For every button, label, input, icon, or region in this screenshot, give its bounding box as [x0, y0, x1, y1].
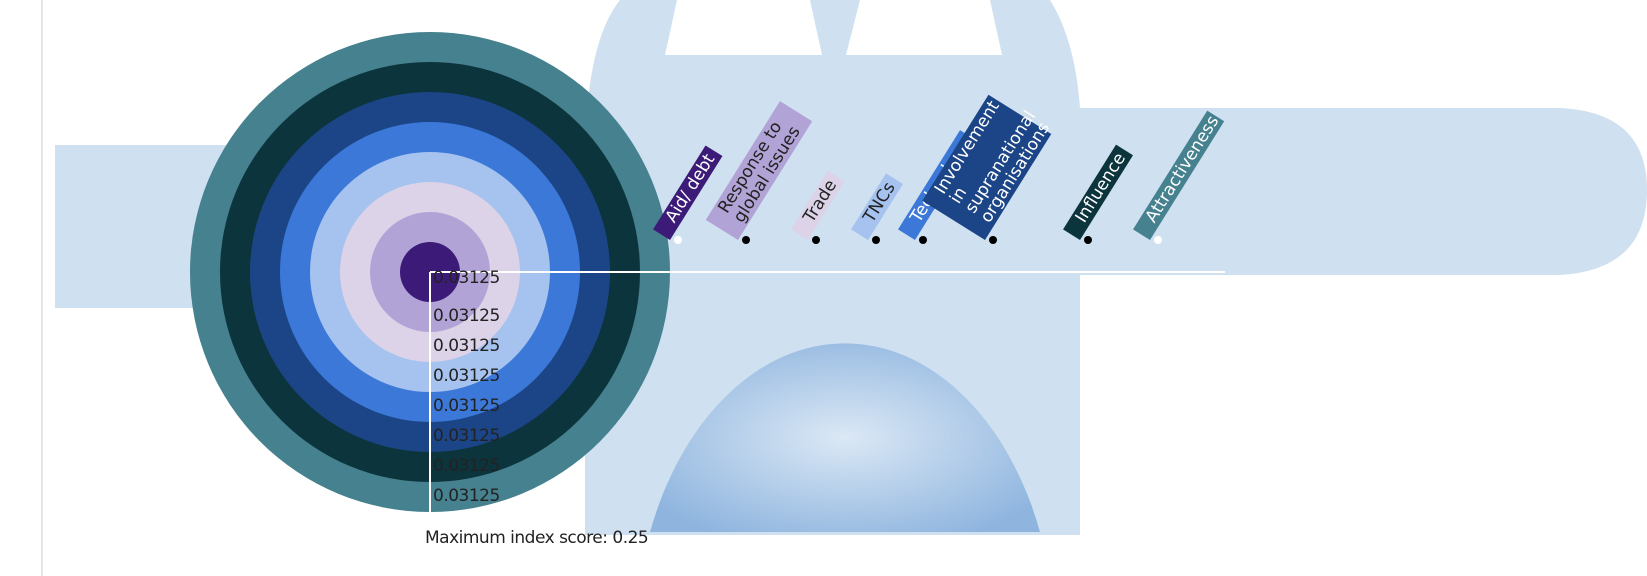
legend-dot: [989, 236, 997, 244]
legend-dot: [1084, 236, 1092, 244]
legend-dot: [1154, 236, 1162, 244]
annotation: Maximum index score: 0.25: [425, 528, 648, 548]
value-label: 0.03125: [433, 396, 500, 416]
value-label: 0.03125: [433, 366, 500, 386]
legend-dot: [674, 236, 682, 244]
value-label: 0.03125: [433, 486, 500, 506]
legend-dot: [919, 236, 927, 244]
value-label: 0.03125: [433, 426, 500, 446]
legend-dot: [872, 236, 880, 244]
value-label: 0.03125: [433, 456, 500, 476]
plane-background: [55, 0, 1647, 535]
value-label: 0.03125: [433, 336, 500, 356]
legend-dot: [742, 236, 750, 244]
legend-dot: [812, 236, 820, 244]
globe: [650, 343, 1040, 532]
value-label: 0.03125: [433, 306, 500, 326]
value-label: 0.03125: [433, 268, 500, 288]
